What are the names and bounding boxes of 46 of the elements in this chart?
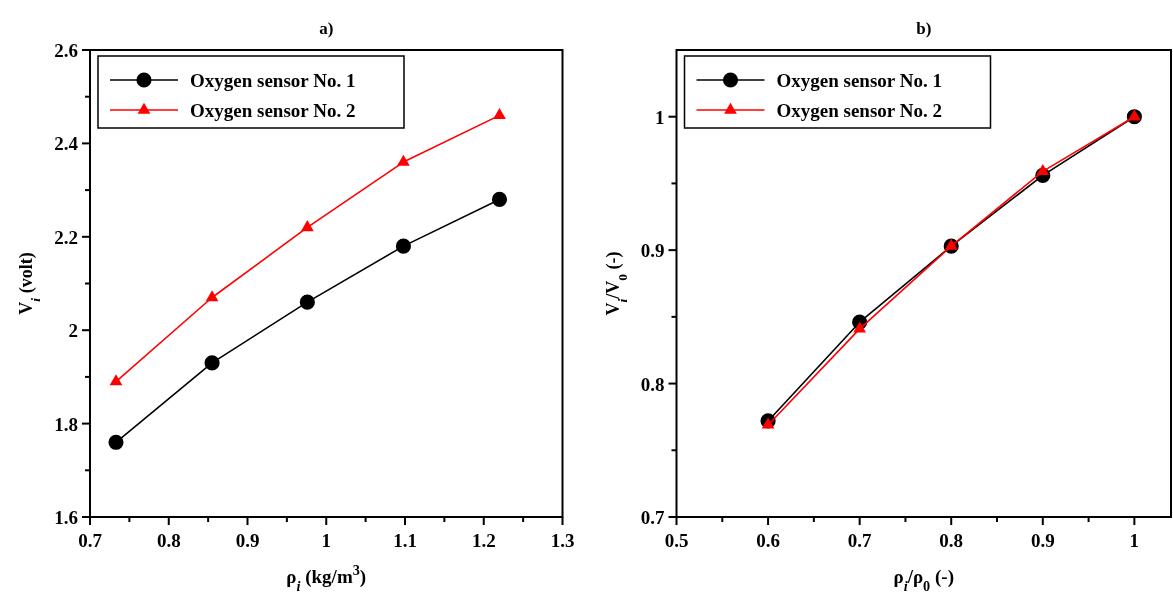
- y-tick-label: 0.9: [640, 240, 665, 262]
- x-tick-label: 1: [1129, 530, 1140, 551]
- x-tick-label: 0.7: [78, 530, 103, 551]
- point: [204, 355, 220, 371]
- x-tick-label: 1: [321, 530, 331, 551]
- point: [493, 108, 506, 120]
- x-axis-title: ρ$_{i}$ (kg/m$^{3}$): [286, 562, 367, 594]
- y-tick-label: 1.6: [54, 507, 78, 528]
- chart-title: b): [916, 19, 932, 38]
- legend-label: Oxygen sensor No. 1: [190, 70, 356, 91]
- point: [299, 294, 315, 310]
- y-tick-label: 2.2: [54, 226, 78, 248]
- x-tick-label: 0.8: [939, 530, 964, 551]
- x-tick-label: 0.9: [1030, 530, 1055, 551]
- x-tick-label: 1.1: [393, 530, 417, 551]
- point: [853, 321, 867, 333]
- y-tick-label: 1: [655, 106, 665, 128]
- point: [761, 417, 775, 429]
- x-tick-label: 1.2: [471, 530, 496, 551]
- y-tick-label: 0.8: [640, 373, 665, 395]
- point: [205, 290, 219, 302]
- point: [1128, 109, 1141, 121]
- point: [109, 374, 123, 386]
- y-tick-label: 0.7: [640, 507, 665, 528]
- legend-label: Oxygen sensor No. 2: [190, 100, 356, 121]
- point: [944, 238, 958, 250]
- point: [491, 191, 508, 207]
- y-tick-label: 2.4: [54, 133, 79, 155]
- x-tick-label: 1.3: [550, 530, 575, 551]
- x-axis-title: ρ$_{i}$/ρ$_{0}$ (-): [893, 566, 954, 594]
- point: [108, 434, 124, 450]
- point: [1036, 164, 1050, 176]
- x-tick-label: 0.5: [664, 530, 689, 551]
- y-tick-label: 2: [68, 320, 78, 342]
- legend-label: Oxygen sensor No. 2: [776, 100, 942, 121]
- legend-label: Oxygen sensor No. 1: [776, 70, 942, 91]
- x-tick-label: 0.8: [156, 530, 181, 551]
- x-tick-label: 0.7: [847, 530, 873, 551]
- point: [397, 154, 410, 166]
- x-tick-label: 0.9: [235, 530, 260, 551]
- point: [395, 238, 411, 254]
- y-tick-label: 1.8: [54, 413, 78, 435]
- x-tick-label: 0.6: [756, 530, 780, 551]
- point: [300, 220, 314, 232]
- y-tick-label: 2.6: [54, 40, 78, 61]
- chart-title: a): [319, 19, 334, 38]
